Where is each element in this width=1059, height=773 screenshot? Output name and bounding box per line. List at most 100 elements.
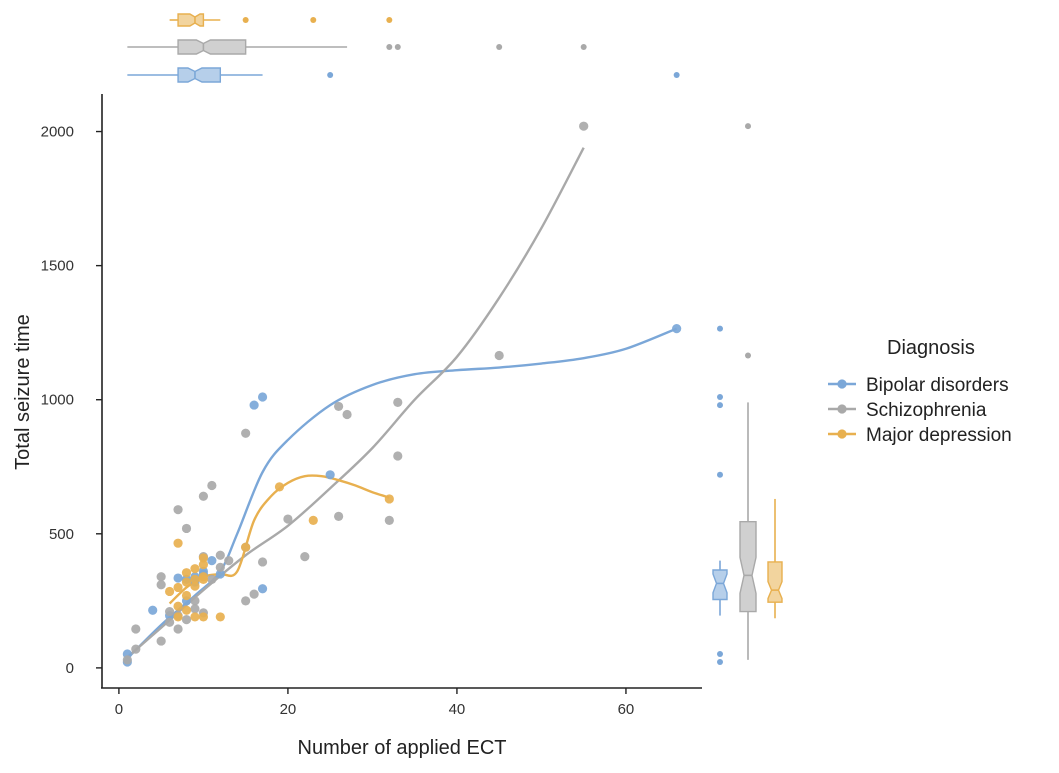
major-depression-point: [241, 542, 251, 552]
schizophrenia-y-boxplot-box: [739, 521, 757, 613]
schizophrenia-point: [579, 121, 589, 131]
scatter-points: [122, 121, 682, 667]
legend: Diagnosis Bipolar disorders Schizophrenia…: [828, 337, 1012, 446]
y-tick-label: 0: [66, 660, 74, 677]
schizophrenia-point: [300, 551, 310, 562]
bipolar-disorders-y-boxplot-outlier: [717, 325, 723, 332]
y-axis-title: Total seizure time: [12, 314, 34, 470]
bipolar-disorders-point: [148, 605, 158, 615]
schizophrenia-x-boxplot-outlier: [580, 44, 587, 50]
major-depression-point: [190, 581, 200, 591]
schizophrenia-point: [207, 574, 217, 584]
schizophrenia-point: [334, 401, 344, 412]
major-depression-point: [190, 574, 200, 584]
x-tick-label: 60: [618, 701, 635, 718]
schizophrenia-point: [181, 615, 192, 625]
x-tick-label: 40: [449, 701, 466, 718]
schizophrenia-y-boxplot-outlier: [745, 123, 751, 130]
major-depression-point: [190, 612, 200, 622]
legend-key-schizophrenia: [837, 404, 847, 414]
bipolar-disorders-y-boxplot-outlier: [717, 471, 723, 478]
major-depression-point: [173, 538, 183, 548]
major-depression-point: [173, 612, 183, 622]
major-depression-x-boxplot-box: [177, 13, 205, 27]
bipolar-disorders-smooth-line: [126, 327, 678, 660]
top-marginal-boxplots: [127, 13, 680, 83]
schizophrenia-point: [165, 606, 175, 617]
schizophrenia-point: [173, 624, 183, 634]
major-depression-point: [384, 494, 394, 504]
schizophrenia-point: [156, 572, 166, 582]
major-depression-point: [165, 586, 175, 597]
major-depression-point: [198, 553, 209, 563]
schizophrenia-point: [131, 624, 141, 634]
major-depression-point: [198, 560, 209, 570]
bipolar-disorders-y-boxplot-outlier: [717, 658, 723, 665]
major-depression-point: [173, 601, 183, 611]
schizophrenia-point: [122, 655, 132, 665]
schizophrenia-point: [215, 562, 225, 572]
major-depression-x-boxplot-outlier: [242, 17, 249, 23]
major-depression-point: [173, 582, 183, 593]
schizophrenia-smooth-line: [126, 147, 585, 659]
schizophrenia-point: [241, 428, 251, 438]
schizophrenia-point: [283, 514, 293, 524]
schizophrenia-point: [384, 515, 394, 525]
y-ticks: 0 500 1000 1500 2000: [41, 124, 102, 677]
bipolar-disorders-x-boxplot-outlier: [327, 72, 334, 78]
schizophrenia-x-boxplot-outlier: [386, 44, 393, 50]
bipolar-disorders-x-boxplot-outlier: [673, 72, 680, 78]
major-depression-point: [198, 612, 209, 622]
major-depression-x-boxplot-outlier: [310, 17, 317, 23]
schizophrenia-point: [342, 409, 352, 420]
major-depression-point: [198, 574, 209, 584]
schizophrenia-point: [156, 580, 166, 590]
bipolar-disorders-x-boxplot-box: [177, 67, 222, 83]
schizophrenia-point: [393, 397, 403, 407]
y-tick-label: 1500: [41, 258, 74, 275]
x-axis-title: Number of applied ECT: [298, 737, 507, 759]
schizophrenia-point: [334, 511, 344, 521]
schizophrenia-point: [224, 556, 234, 566]
bipolar-disorders-point: [672, 324, 682, 334]
schizophrenia-point: [198, 491, 209, 501]
y-tick-label: 500: [49, 526, 74, 543]
schizophrenia-x-boxplot-outlier: [496, 44, 503, 50]
major-depression-point: [215, 612, 225, 622]
legend-items: Bipolar disorders Schizophrenia Major depr…: [828, 375, 1012, 446]
bipolar-disorders-point: [215, 569, 225, 579]
major-depression-point: [181, 577, 192, 587]
schizophrenia-point: [190, 604, 200, 614]
bipolar-disorders-point: [325, 470, 335, 480]
bipolar-disorders-point: [207, 556, 217, 566]
schizophrenia-x-boxplot-box: [177, 39, 247, 55]
bipolar-disorders-point: [249, 400, 259, 410]
schizophrenia-point: [393, 451, 403, 461]
bipolar-disorders-y-boxplot-outlier: [717, 402, 723, 409]
x-tick-label: 0: [115, 701, 123, 718]
schizophrenia-point: [494, 350, 504, 361]
schizophrenia-point: [165, 617, 175, 627]
schizophrenia-point: [173, 505, 183, 515]
right-marginal-boxplots: [712, 123, 783, 665]
legend-key-major-depression: [837, 429, 847, 439]
schizophrenia-point: [207, 480, 217, 491]
legend-label-bipolar-disorders: Bipolar disorders: [866, 375, 1009, 396]
legend-title: Diagnosis: [887, 337, 975, 359]
schizophrenia-point: [257, 557, 268, 567]
bipolar-disorders-y-boxplot-outlier: [717, 394, 723, 401]
y-tick-label: 2000: [41, 124, 74, 141]
x-ticks: 0 20 40 60: [115, 688, 635, 718]
y-tick-label: 1000: [41, 392, 74, 409]
schizophrenia-point: [181, 523, 192, 534]
x-tick-label: 20: [280, 701, 297, 718]
schizophrenia-point: [156, 636, 166, 646]
schizophrenia-point: [249, 589, 259, 599]
schizophrenia-point: [215, 550, 225, 560]
major-depression-point: [308, 515, 318, 525]
legend-label-schizophrenia: Schizophrenia: [866, 400, 987, 421]
schizophrenia-point: [241, 596, 251, 606]
bipolar-disorders-point: [257, 392, 268, 402]
legend-key-bipolar-disorders: [837, 379, 847, 389]
